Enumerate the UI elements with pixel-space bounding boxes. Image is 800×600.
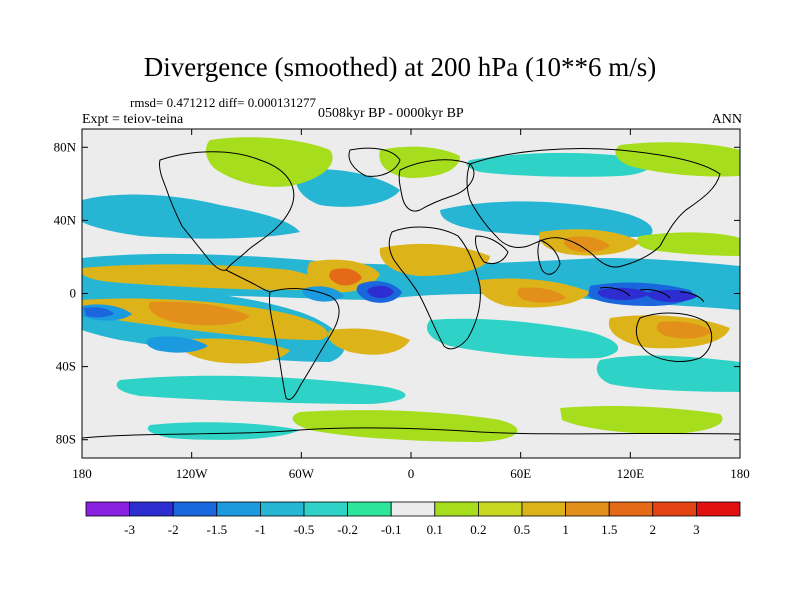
lat-tick-label: 80S — [56, 432, 76, 447]
field-band-southern-east — [560, 406, 723, 434]
lon-tick-label: 120W — [176, 466, 209, 481]
coast-india — [537, 239, 561, 275]
colorbar-label: -1.5 — [207, 522, 228, 537]
lon-tick-label: 180 — [730, 466, 750, 481]
lon-tick-label: 0 — [408, 466, 415, 481]
lon-tick-label: 180 — [72, 466, 92, 481]
colorbar-label: 0.2 — [470, 522, 486, 537]
coast-asia — [466, 148, 721, 268]
coast-central-america — [225, 269, 271, 293]
divergence-field — [82, 129, 740, 458]
field-band-south-pacific — [596, 355, 740, 392]
coast-antarctica — [82, 427, 740, 439]
latitude-axis: 80N 40N 0 40S 80S — [54, 139, 740, 447]
coast-europe — [398, 159, 475, 212]
lon-tick-label: 60E — [510, 466, 531, 481]
field-band-southern-ocean — [116, 375, 406, 404]
colorbar-label: 2 — [650, 522, 657, 537]
field-band-north-atlantic — [296, 169, 400, 207]
colorbar-label: -0.2 — [337, 522, 358, 537]
coastlines — [82, 147, 740, 439]
field-core-maritime-continent-inner — [598, 287, 650, 301]
lat-tick-label: 40N — [54, 212, 77, 227]
colorbar: -3 -2 -1.5 -1 -0.5 -0.2 -0.1 0.1 0.2 0.5 1 1.5 2 3 — [85, 501, 741, 537]
field-core-indian-ocean — [517, 287, 566, 303]
period-label: 0508kyr BP - 0000kyr BP — [318, 106, 464, 121]
colorbar-box — [85, 501, 130, 517]
coast-maritime-continent — [599, 287, 705, 303]
field-core-south-pacific — [146, 336, 208, 353]
colorbar-label: -3 — [124, 522, 135, 537]
colorbar-label: 0.5 — [514, 522, 530, 537]
coast-south-america — [269, 288, 340, 400]
lon-tick-label: 60W — [289, 466, 315, 481]
colorbar-box — [608, 501, 654, 517]
field-core-atlantic — [329, 268, 362, 286]
coast-arabia — [475, 235, 509, 265]
coast-north-america — [159, 151, 295, 271]
longitude-axis: 180 120W 60W 0 60E 120E 180 — [72, 129, 750, 481]
field-band-north-pacific — [82, 194, 300, 239]
colorbar-label: -0.5 — [294, 522, 315, 537]
field-band-southern-mid — [292, 410, 518, 442]
colorbar-box — [259, 501, 305, 517]
colorbar-box — [347, 501, 392, 517]
field-band-arctic — [466, 152, 651, 177]
field-core-central-pacific-inner — [84, 307, 114, 318]
colorbar-label: -2 — [168, 522, 179, 537]
colorbar-box — [521, 501, 566, 517]
colorbar-box — [172, 501, 218, 517]
lat-tick-label: 0 — [70, 286, 77, 301]
field-core-east-pacific — [149, 301, 250, 326]
colorbar-label: -0.1 — [381, 522, 402, 537]
coast-africa — [388, 226, 481, 350]
colorbar-box — [216, 501, 261, 517]
field-band-north-america — [205, 137, 333, 187]
field-band-antarctic — [147, 422, 300, 440]
colorbar-box — [129, 501, 174, 517]
field-core-west-pacific — [648, 289, 698, 303]
colorbar-box — [696, 501, 741, 517]
experiment-label: Expt = teiov-teina — [82, 112, 184, 127]
colorbar-box — [652, 501, 697, 517]
lat-tick-label: 80N — [54, 139, 77, 154]
colorbar-box — [434, 501, 479, 517]
lat-tick-label: 40S — [56, 359, 76, 374]
colorbar-box — [303, 501, 348, 517]
colorbar-label: 0.1 — [427, 522, 443, 537]
field-band-africa — [379, 243, 490, 276]
field-core-equatorial-atlantic-inner — [367, 285, 394, 299]
field-band-southwest-atlantic — [328, 328, 410, 355]
field-band-pacific-west — [636, 232, 740, 256]
field-core-south-asia — [564, 236, 610, 253]
colorbar-box — [390, 501, 436, 517]
field-band-east-pacific-north — [82, 264, 319, 290]
coast-greenland — [348, 147, 401, 177]
lon-tick-label: 120E — [617, 466, 645, 481]
coast-australia — [635, 312, 713, 362]
field-band-asia — [440, 201, 653, 238]
colorbar-label: 1 — [562, 522, 569, 537]
season-label: ANN — [711, 112, 742, 127]
rmsd-stats: rmsd= 0.471212 diff= 0.000131277 — [130, 95, 316, 110]
colorbar-box — [477, 501, 523, 517]
colorbar-label: 1.5 — [601, 522, 617, 537]
colorbar-label: 3 — [693, 522, 700, 537]
field-core-australia — [656, 321, 712, 339]
map-title: Divergence (smoothed) at 200 hPa (10**6 … — [143, 52, 657, 82]
colorbar-label: -1 — [255, 522, 266, 537]
colorbar-box — [565, 501, 610, 517]
field-band-indian-ocean — [426, 318, 619, 359]
field-band-southeast-pacific — [179, 338, 290, 364]
